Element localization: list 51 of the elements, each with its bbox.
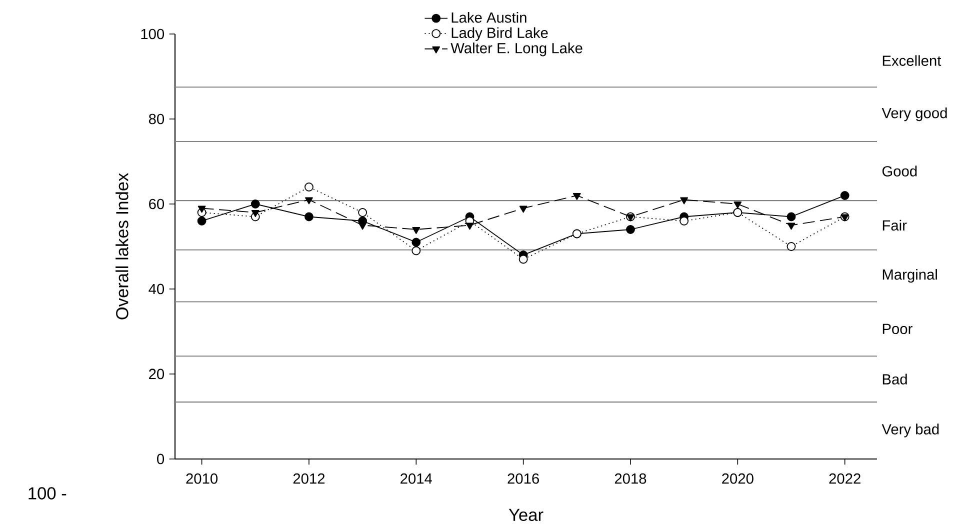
point xyxy=(198,206,206,213)
point xyxy=(519,206,528,213)
text: 100 - xyxy=(28,487,66,500)
y-tick-label: 100 xyxy=(141,28,164,40)
y-axis-title: Overall lakes Index xyxy=(116,173,128,320)
point xyxy=(680,197,688,204)
point xyxy=(786,212,796,222)
x-tick-label: 2020 xyxy=(722,473,754,484)
text: Poor xyxy=(882,324,912,334)
y-tick-label: 0 xyxy=(157,454,164,464)
x-tick-label: 2010 xyxy=(186,473,218,484)
point xyxy=(412,238,421,247)
y-tick-label: 40 xyxy=(148,284,164,294)
point xyxy=(840,191,850,200)
point xyxy=(304,212,314,222)
point xyxy=(787,222,796,230)
point xyxy=(680,216,689,226)
legend-label: Walter E. Long Lake xyxy=(450,42,582,56)
text: Very good xyxy=(882,107,947,122)
point xyxy=(412,227,420,234)
point xyxy=(786,242,796,251)
text: Bad xyxy=(882,374,907,384)
point xyxy=(358,208,368,217)
point xyxy=(197,216,206,226)
point xyxy=(412,246,421,256)
point xyxy=(251,210,260,217)
text: Marginal xyxy=(882,268,937,283)
point xyxy=(466,222,474,230)
y-tick-label: 60 xyxy=(149,198,164,210)
point xyxy=(250,200,260,208)
x-tick-label: 2018 xyxy=(614,473,646,484)
point xyxy=(734,202,742,208)
point xyxy=(626,225,635,234)
x-tick-label: 2014 xyxy=(400,473,432,484)
legend-label: Lady Bird Lake xyxy=(452,27,548,41)
point xyxy=(572,193,581,200)
x-axis-title: Year xyxy=(508,508,544,522)
text: Fair xyxy=(882,220,907,231)
x-tick-label: 2022 xyxy=(829,473,860,484)
point xyxy=(305,197,313,204)
point xyxy=(518,254,528,264)
x-tick-label: 2016 xyxy=(508,473,539,484)
x-tick-label: 2012 xyxy=(293,473,325,484)
y-tick-label: 20 xyxy=(149,368,164,380)
legend-label: Lake Austin xyxy=(452,12,526,23)
text: Good xyxy=(882,166,917,176)
point xyxy=(358,222,366,230)
text: Excellent xyxy=(882,55,942,66)
y-tick-label: 80 xyxy=(148,114,164,124)
point xyxy=(304,182,314,192)
text: Very bad xyxy=(882,424,939,438)
